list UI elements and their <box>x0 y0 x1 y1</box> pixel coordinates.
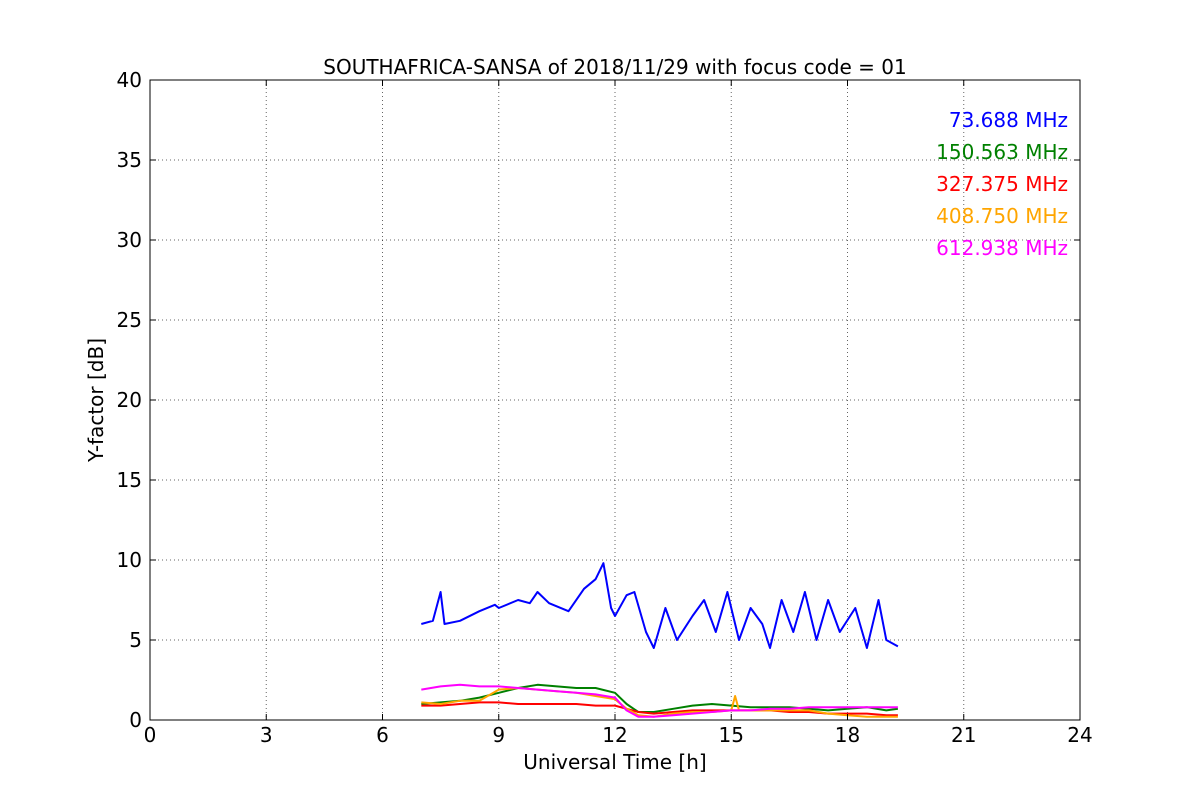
x-tick-label: 6 <box>376 723 389 747</box>
series-line <box>421 683 899 713</box>
x-tick-label: 21 <box>951 723 976 747</box>
y-tick-label: 0 <box>129 708 142 732</box>
y-tick-label: 15 <box>117 468 142 492</box>
legend-entry: 73.688 MHz <box>949 108 1068 132</box>
x-tick-label: 24 <box>1067 723 1092 747</box>
x-tick-label: 0 <box>144 723 157 747</box>
y-axis-label: Y-factor [dB] <box>84 338 108 463</box>
axis-ticks: 0 3 6 9 12 15 18 21 24 0 5 10 15 20 25 30 35 40 <box>117 68 1093 747</box>
x-tick-label: 9 <box>492 723 505 747</box>
series-line <box>421 687 898 718</box>
x-tick-label: 15 <box>719 723 744 747</box>
legend-entry: 408.750 MHz <box>936 204 1068 228</box>
legend-entry: 327.375 MHz <box>936 172 1068 196</box>
series-line <box>421 562 899 649</box>
y-tick-label: 25 <box>117 308 142 332</box>
y-tick-label: 30 <box>117 228 142 252</box>
legend-entry: 612.938 MHz <box>936 236 1068 260</box>
y-tick-label: 35 <box>117 148 142 172</box>
legend-entry: 150.563 MHz <box>936 140 1068 164</box>
x-axis-label: Universal Time [h] <box>523 750 706 774</box>
chart-title: SOUTHAFRICA-SANSA of 2018/11/29 with foc… <box>323 55 907 79</box>
legend: 73.688 MHz 150.563 MHz 327.375 MHz 408.750 … <box>936 108 1068 260</box>
x-tick-label: 3 <box>260 723 273 747</box>
series-layer <box>421 562 899 718</box>
y-tick-label: 10 <box>117 548 142 572</box>
grid <box>150 80 1080 720</box>
y-tick-label: 5 <box>129 628 142 652</box>
y-tick-label: 20 <box>117 388 142 412</box>
x-tick-label: 12 <box>602 723 627 747</box>
y-tick-label: 40 <box>117 68 142 92</box>
x-tick-label: 18 <box>835 723 860 747</box>
series-line <box>421 683 898 718</box>
